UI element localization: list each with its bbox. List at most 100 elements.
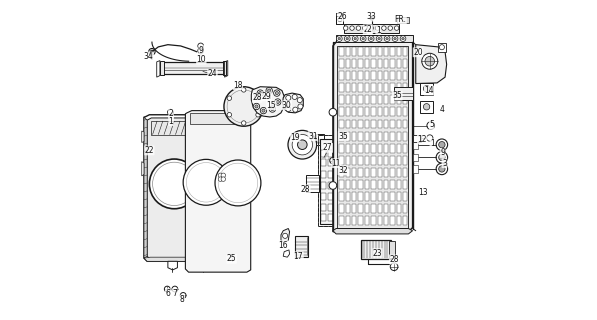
Bar: [403, 168, 408, 177]
Circle shape: [390, 263, 398, 270]
Bar: [348, 171, 353, 178]
Bar: [384, 168, 388, 177]
Circle shape: [423, 85, 430, 92]
Bar: [365, 180, 369, 189]
Bar: [390, 168, 395, 177]
Circle shape: [221, 177, 226, 181]
Bar: [384, 144, 388, 153]
Bar: [365, 95, 369, 104]
Text: 31: 31: [308, 132, 318, 140]
Circle shape: [370, 16, 374, 20]
Text: 19: 19: [291, 132, 300, 141]
Circle shape: [186, 162, 234, 209]
Circle shape: [356, 26, 361, 30]
Circle shape: [150, 50, 153, 53]
Text: 9: 9: [440, 148, 445, 157]
Text: 10: 10: [196, 55, 206, 64]
Bar: [377, 168, 382, 177]
Circle shape: [362, 37, 364, 40]
Polygon shape: [168, 261, 177, 270]
Circle shape: [297, 140, 307, 149]
Bar: [358, 83, 363, 92]
Circle shape: [180, 292, 186, 298]
Circle shape: [219, 177, 223, 181]
Bar: [339, 132, 344, 140]
Bar: [371, 156, 376, 165]
Bar: [384, 108, 388, 116]
Circle shape: [198, 43, 204, 49]
Circle shape: [298, 104, 303, 109]
Circle shape: [436, 152, 448, 163]
Text: 23: 23: [373, 249, 382, 258]
Circle shape: [241, 88, 246, 92]
Polygon shape: [333, 42, 413, 232]
Circle shape: [381, 26, 386, 30]
Bar: [403, 180, 408, 189]
Bar: [390, 108, 395, 116]
Bar: [371, 216, 376, 225]
Bar: [403, 120, 408, 128]
Bar: [358, 180, 363, 189]
Bar: [346, 216, 350, 225]
Bar: [223, 61, 226, 75]
Bar: [365, 47, 369, 56]
Bar: [346, 132, 350, 140]
Bar: [352, 132, 356, 140]
Circle shape: [241, 121, 246, 125]
Polygon shape: [416, 45, 447, 84]
Bar: [358, 156, 363, 165]
Bar: [365, 204, 369, 213]
Bar: [352, 47, 356, 56]
Circle shape: [253, 103, 260, 110]
Bar: [403, 192, 408, 201]
Circle shape: [292, 94, 297, 100]
Text: 34: 34: [144, 52, 153, 61]
Bar: [390, 180, 395, 189]
Circle shape: [337, 36, 342, 42]
Circle shape: [439, 166, 445, 172]
Bar: [346, 120, 350, 128]
Bar: [339, 144, 344, 153]
Polygon shape: [198, 261, 208, 270]
Circle shape: [219, 173, 223, 178]
Bar: [339, 216, 344, 225]
Circle shape: [275, 92, 278, 95]
Bar: [339, 168, 344, 177]
Text: 20: 20: [413, 48, 423, 57]
Text: 28: 28: [253, 93, 262, 102]
Text: 35: 35: [392, 91, 402, 100]
Bar: [377, 59, 382, 68]
Bar: [348, 159, 353, 166]
Circle shape: [370, 37, 373, 40]
Bar: [371, 132, 376, 140]
Text: 9: 9: [199, 45, 204, 55]
Bar: [352, 216, 356, 225]
Bar: [358, 216, 363, 225]
Text: 14: 14: [424, 86, 434, 95]
Circle shape: [376, 36, 382, 42]
Text: 11: 11: [332, 159, 341, 168]
Bar: [396, 108, 401, 116]
Bar: [390, 204, 395, 213]
Bar: [371, 71, 376, 80]
Bar: [377, 47, 382, 56]
Bar: [365, 108, 369, 116]
Text: 1: 1: [430, 139, 435, 148]
Bar: [352, 108, 356, 116]
Bar: [358, 120, 363, 128]
Circle shape: [257, 90, 263, 96]
Bar: [377, 120, 382, 128]
Bar: [396, 192, 401, 201]
Circle shape: [335, 163, 341, 170]
Circle shape: [273, 90, 280, 96]
Bar: [352, 156, 356, 165]
Bar: [336, 16, 343, 24]
Bar: [344, 24, 399, 33]
Bar: [390, 216, 395, 225]
Circle shape: [190, 180, 195, 185]
Bar: [346, 192, 350, 201]
Bar: [365, 216, 369, 225]
Bar: [348, 182, 353, 189]
Bar: [390, 156, 395, 165]
Bar: [390, 83, 395, 92]
